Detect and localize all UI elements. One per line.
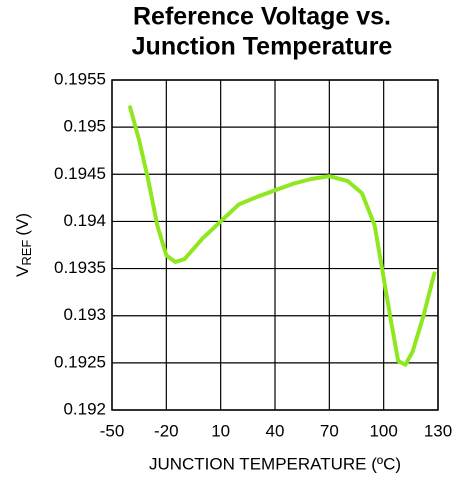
y-tick-label: 0.1945 [54,164,106,183]
y-label-main: V [13,265,32,277]
y-label-unit: (V) [13,213,32,236]
y-tick-label: 0.192 [63,399,106,418]
data-line [128,105,437,367]
x-tick-label: -50 [100,421,125,440]
y-tick-label: 0.1925 [54,352,106,371]
y-tick-label: 0.1955 [54,69,106,88]
x-tick-label: 40 [266,421,285,440]
x-tick-label: 100 [369,421,397,440]
y-tick-label: 0.193 [63,305,106,324]
x-tick-label: -20 [154,421,179,440]
y-label-sub: REF [19,240,34,266]
y-tick-label: 0.1935 [54,258,106,277]
x-axis-label: JUNCTION TEMPERATURE (ºC) [149,454,401,473]
y-axis-label: VREF (V) [13,213,34,277]
y-tick-label: 0.194 [63,211,106,230]
y-tick-label: 0.195 [63,117,106,136]
x-tick-label: 70 [320,421,339,440]
chart-title: Junction Temperature [132,33,393,61]
x-tick-label: 10 [211,421,230,440]
plot-border [111,79,439,411]
chart-title: Reference Voltage vs. [133,3,391,31]
x-tick-label: 130 [424,421,452,440]
